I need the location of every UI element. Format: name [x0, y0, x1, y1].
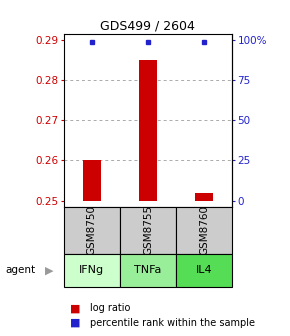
Bar	[139, 60, 157, 201]
Text: percentile rank within the sample: percentile rank within the sample	[90, 318, 255, 328]
Text: GSM8760: GSM8760	[199, 205, 209, 255]
Bar	[64, 254, 120, 287]
Text: GSM8755: GSM8755	[143, 205, 153, 255]
Text: ■: ■	[70, 318, 80, 328]
Text: agent: agent	[6, 265, 36, 276]
Text: IFNg: IFNg	[79, 265, 104, 276]
Text: IL4: IL4	[196, 265, 212, 276]
Bar	[120, 207, 176, 254]
Text: TNFa: TNFa	[134, 265, 162, 276]
Text: log ratio: log ratio	[90, 303, 130, 313]
Bar	[64, 207, 120, 254]
Text: GSM8750: GSM8750	[87, 205, 97, 255]
Text: ▶: ▶	[45, 265, 53, 276]
Title: GDS499 / 2604: GDS499 / 2604	[100, 19, 195, 33]
Text: ■: ■	[70, 303, 80, 313]
Bar	[195, 193, 213, 201]
Bar	[176, 207, 232, 254]
Bar	[120, 254, 176, 287]
Bar	[176, 254, 232, 287]
Bar	[83, 160, 101, 201]
